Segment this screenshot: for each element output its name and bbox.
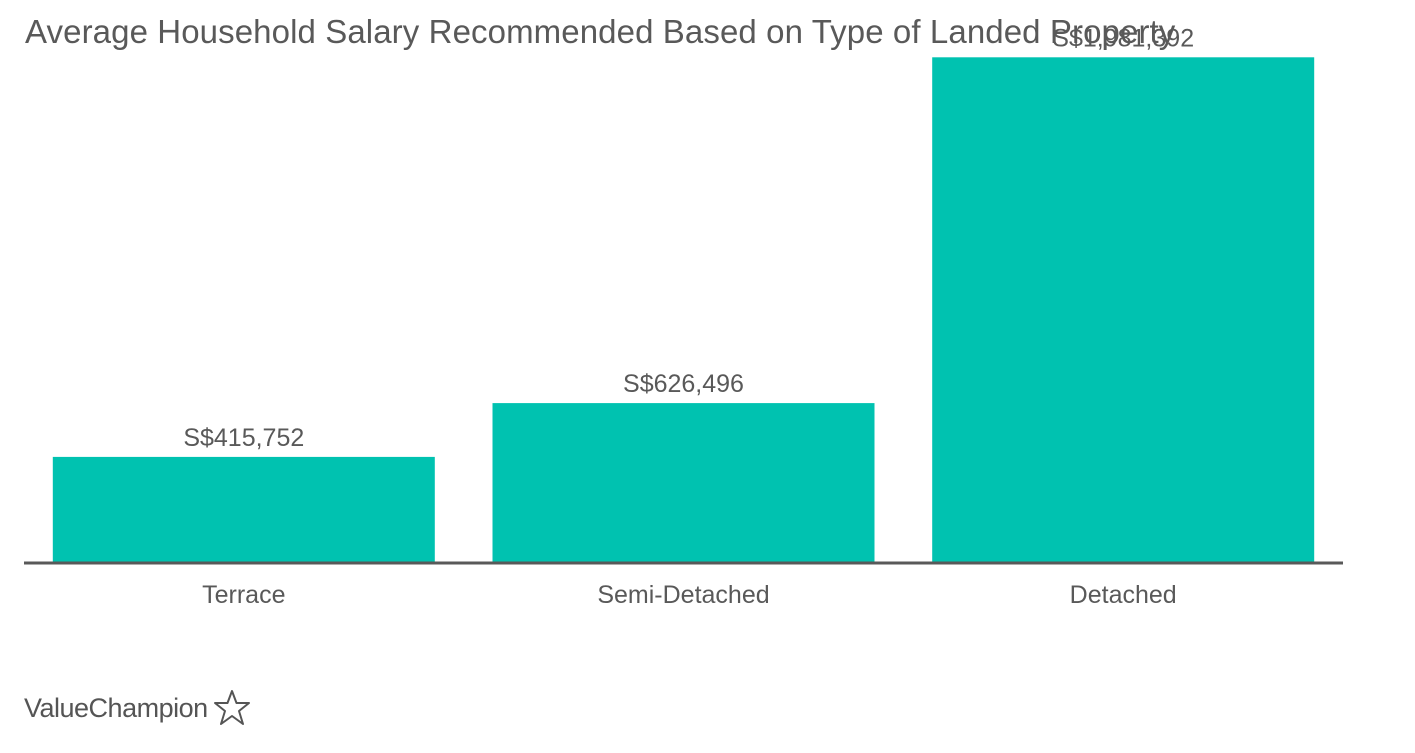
bar-value-label: S$626,496 — [623, 370, 744, 398]
value-labels-layer: S$415,752 S$626,496 S$1,981,392 — [183, 24, 1194, 452]
bar-value-label: S$1,981,392 — [1052, 24, 1194, 52]
x-tick-label: Detached — [1070, 581, 1177, 609]
bar-detached — [932, 57, 1315, 564]
brand-logo: ValueChampion — [24, 688, 252, 728]
bars-layer — [52, 57, 1315, 564]
category-labels-layer: Terrace Semi-Detached Detached — [202, 581, 1177, 609]
x-tick-label: Semi-Detached — [597, 581, 769, 609]
star-outline-icon — [212, 688, 252, 728]
bar-semi-detached — [492, 403, 875, 563]
bar-terrace — [52, 456, 435, 563]
x-tick-label: Terrace — [202, 581, 285, 609]
bar-chart: S$415,752 S$626,496 S$1,981,392 Terrace Sem… — [24, 24, 1343, 609]
bar-value-label: S$415,752 — [183, 424, 304, 452]
chart-title: Average Household Salary Recommended Bas… — [25, 13, 1176, 50]
brand-name: ValueChampion — [24, 692, 208, 723]
